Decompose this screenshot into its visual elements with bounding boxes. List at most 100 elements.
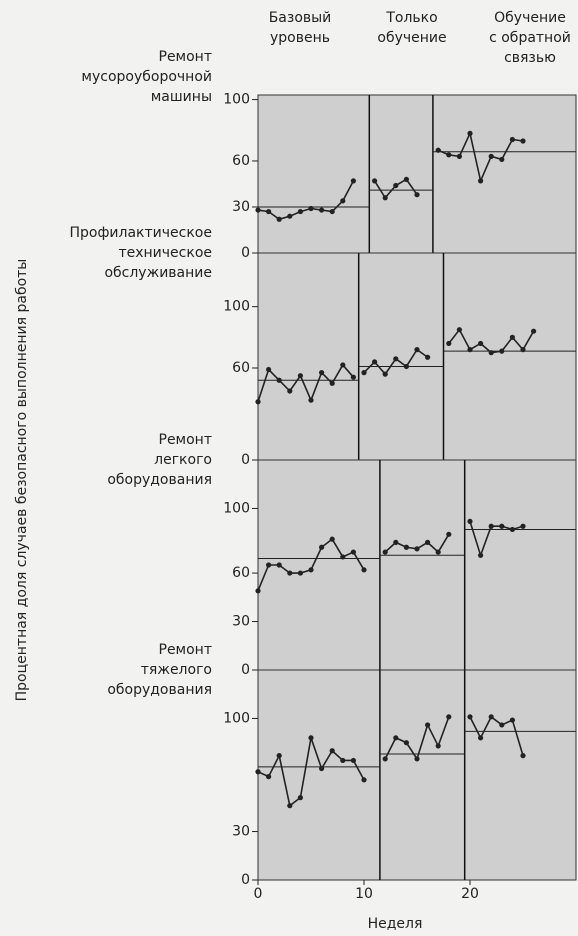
data-point bbox=[340, 362, 346, 368]
data-point bbox=[403, 176, 409, 182]
data-point bbox=[361, 777, 367, 783]
data-point bbox=[488, 153, 494, 159]
panel-title: Ремонт bbox=[159, 49, 213, 65]
data-point bbox=[266, 366, 272, 373]
data-point bbox=[361, 370, 367, 376]
data-point bbox=[414, 756, 420, 762]
data-point bbox=[319, 544, 325, 550]
data-point bbox=[329, 208, 335, 215]
plot-area bbox=[257, 459, 577, 671]
data-point bbox=[509, 136, 515, 143]
data-point bbox=[297, 208, 303, 215]
data-point bbox=[329, 380, 335, 386]
data-point bbox=[456, 327, 462, 333]
phase-label: Базовый bbox=[269, 10, 332, 26]
y-tick-label: 60 bbox=[232, 360, 250, 376]
data-point bbox=[266, 774, 272, 780]
data-point bbox=[276, 562, 282, 568]
data-point bbox=[308, 735, 314, 741]
data-point bbox=[446, 340, 452, 347]
data-point bbox=[255, 399, 261, 405]
y-tick-label: 100 bbox=[223, 299, 250, 315]
data-point bbox=[520, 753, 526, 759]
data-point bbox=[509, 717, 515, 723]
data-point bbox=[287, 803, 293, 809]
data-point bbox=[350, 757, 356, 764]
panel-title: Ремонт bbox=[159, 642, 213, 658]
data-point bbox=[414, 546, 420, 552]
panel-title: тяжелого bbox=[141, 662, 212, 678]
data-point bbox=[414, 192, 420, 198]
y-tick-label: 100 bbox=[223, 92, 250, 108]
data-point bbox=[488, 350, 494, 356]
data-point bbox=[393, 182, 399, 189]
data-point bbox=[446, 531, 452, 537]
data-point bbox=[372, 178, 378, 184]
data-point bbox=[255, 207, 261, 213]
data-point bbox=[308, 205, 314, 212]
data-point bbox=[435, 549, 441, 555]
data-point bbox=[340, 198, 346, 204]
y-tick-label: 100 bbox=[223, 500, 250, 516]
y-tick-label: 60 bbox=[232, 565, 250, 581]
data-point bbox=[520, 523, 526, 529]
data-point bbox=[393, 356, 399, 362]
data-point bbox=[340, 554, 346, 560]
data-point bbox=[266, 208, 272, 215]
data-point bbox=[308, 397, 314, 403]
data-point bbox=[276, 753, 282, 759]
data-point bbox=[297, 795, 303, 801]
panel-title: легкого bbox=[154, 452, 212, 468]
plot-area bbox=[257, 94, 577, 254]
panel-title: оборудования bbox=[107, 682, 212, 698]
x-tick-label: 10 bbox=[355, 886, 373, 902]
x-tick-label: 0 bbox=[254, 886, 263, 902]
plot-area bbox=[257, 252, 577, 461]
data-point bbox=[435, 743, 441, 749]
data-point bbox=[382, 371, 388, 377]
data-point bbox=[276, 377, 282, 383]
data-point bbox=[478, 340, 484, 347]
panel-title: Ремонт bbox=[159, 432, 213, 448]
data-point bbox=[435, 147, 441, 153]
panel-title: оборудования bbox=[107, 472, 212, 488]
data-line bbox=[469, 715, 524, 756]
data-point bbox=[478, 552, 484, 558]
y-tick-label: 60 bbox=[232, 153, 250, 169]
data-point bbox=[478, 735, 484, 741]
data-point bbox=[520, 347, 526, 353]
data-point bbox=[467, 130, 473, 136]
data-point bbox=[382, 549, 388, 555]
data-point bbox=[425, 722, 431, 728]
y-tick-label: 30 bbox=[232, 824, 250, 840]
y-axis-label: Процентная доля случаев безопасного выпо… bbox=[14, 259, 30, 702]
data-point bbox=[319, 207, 325, 213]
data-point bbox=[350, 374, 356, 380]
data-point bbox=[297, 570, 303, 576]
panel-title: мусороуборочной bbox=[81, 69, 212, 85]
phase-label: Только bbox=[385, 10, 437, 26]
data-point bbox=[319, 370, 325, 376]
phase-label: связью bbox=[504, 50, 556, 66]
data-line bbox=[257, 180, 355, 221]
panel-title: обслуживание bbox=[104, 265, 212, 281]
panel-title: машины bbox=[151, 89, 212, 105]
data-point bbox=[499, 156, 505, 163]
data-point bbox=[361, 567, 367, 573]
phase-label: Обучение bbox=[494, 10, 566, 26]
phase-label: с обратной bbox=[489, 30, 571, 46]
y-tick-label: 30 bbox=[232, 199, 250, 215]
data-point bbox=[329, 536, 335, 542]
data-point bbox=[350, 549, 356, 555]
y-tick-label: 30 bbox=[232, 614, 250, 630]
data-point bbox=[255, 588, 261, 594]
data-point bbox=[276, 216, 282, 222]
data-point bbox=[255, 769, 261, 775]
data-point bbox=[425, 354, 431, 360]
data-point bbox=[488, 714, 494, 720]
data-point bbox=[414, 347, 420, 353]
data-point bbox=[467, 347, 473, 353]
data-point bbox=[393, 539, 399, 545]
data-point bbox=[372, 359, 378, 365]
y-tick-label: 0 bbox=[241, 662, 250, 678]
